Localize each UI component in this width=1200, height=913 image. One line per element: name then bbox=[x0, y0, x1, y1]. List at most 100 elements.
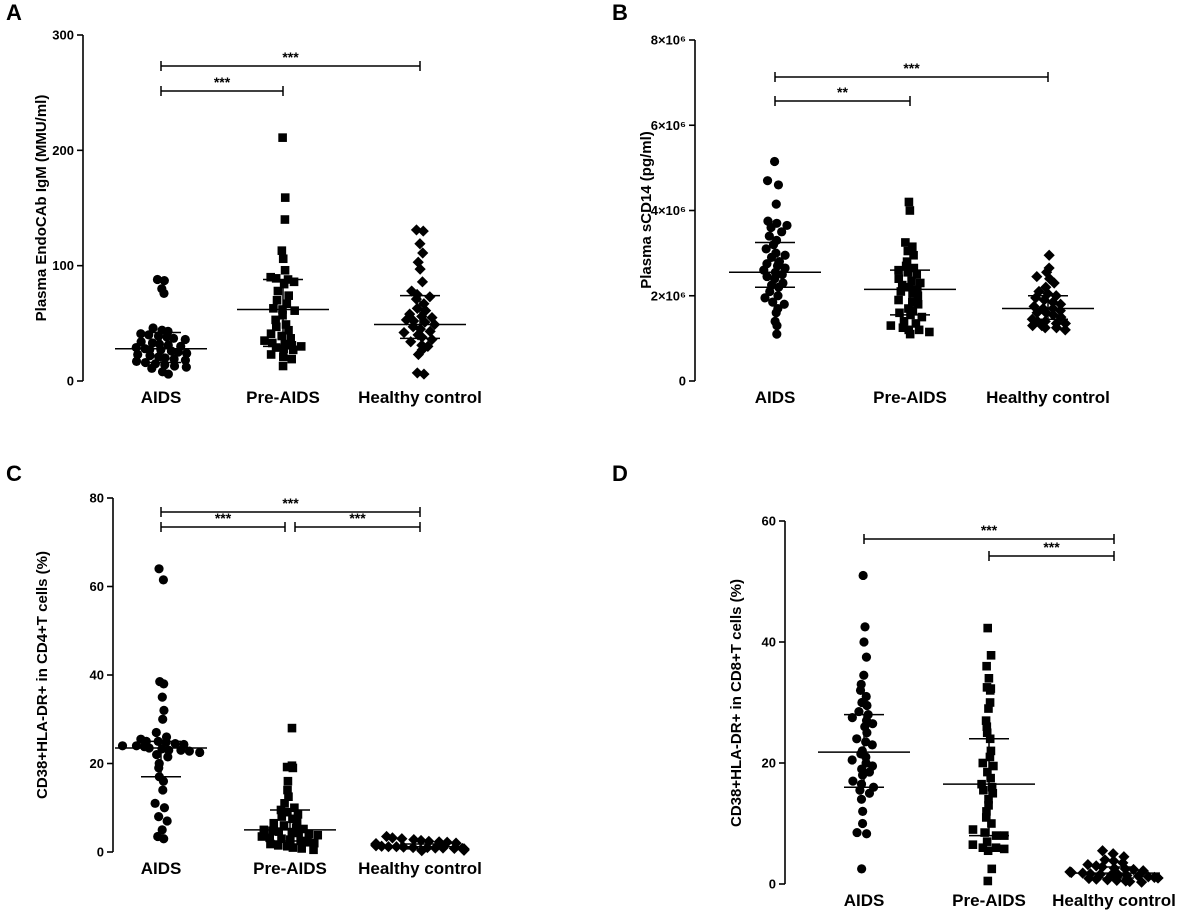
data-point bbox=[289, 277, 299, 287]
data-point bbox=[273, 286, 283, 296]
data-point bbox=[269, 818, 279, 828]
x-category-label: AIDS bbox=[141, 388, 182, 407]
data-point bbox=[416, 276, 429, 288]
data-point bbox=[168, 333, 179, 343]
data-point bbox=[983, 767, 992, 777]
data-point bbox=[280, 215, 290, 224]
data-point bbox=[416, 845, 428, 857]
data-point bbox=[154, 812, 164, 822]
data-point bbox=[287, 354, 296, 364]
data-point bbox=[284, 792, 293, 801]
data-point bbox=[290, 803, 299, 813]
data-point bbox=[1050, 322, 1063, 334]
data-point bbox=[271, 322, 281, 332]
data-point bbox=[290, 306, 299, 315]
data-point bbox=[982, 728, 992, 738]
panel-letter: A bbox=[6, 0, 22, 25]
panel-d: D 0 20 40 60 CD38+HLA-DR+ in CD8+T cells (%) A… bbox=[612, 461, 1176, 910]
data-point bbox=[283, 776, 293, 786]
y-tick-label: 300 bbox=[52, 28, 74, 43]
data-point bbox=[859, 670, 869, 680]
data-point bbox=[407, 841, 419, 854]
data-point bbox=[266, 839, 275, 849]
data-point bbox=[780, 250, 790, 260]
data-point bbox=[989, 761, 998, 771]
data-point bbox=[313, 830, 323, 840]
data-point bbox=[278, 361, 288, 371]
data-point bbox=[370, 840, 382, 852]
data-point bbox=[282, 841, 292, 851]
data-point bbox=[426, 311, 438, 324]
panel-letter: D bbox=[612, 461, 628, 486]
x-category-label: Healthy control bbox=[986, 388, 1110, 407]
data-point bbox=[915, 278, 925, 288]
data-point bbox=[309, 838, 319, 848]
data-point bbox=[131, 342, 141, 353]
data-point bbox=[1135, 876, 1148, 888]
data-point bbox=[195, 747, 205, 758]
series-aids bbox=[818, 570, 910, 874]
data-point bbox=[855, 685, 866, 696]
panel-c: C 0 20 40 60 80 CD38+HLA-DR+ in CD4+T cells (%… bbox=[6, 461, 482, 878]
y-tick-label: 100 bbox=[52, 258, 74, 273]
data-point bbox=[982, 837, 992, 846]
data-point bbox=[287, 827, 297, 837]
data-point bbox=[856, 794, 867, 804]
data-point bbox=[380, 830, 393, 843]
data-point bbox=[1083, 872, 1095, 885]
series-healthy-control bbox=[370, 830, 470, 857]
data-point bbox=[280, 339, 290, 349]
data-point bbox=[414, 238, 426, 250]
data-point bbox=[152, 750, 162, 760]
data-point bbox=[159, 276, 169, 286]
data-point bbox=[415, 834, 427, 847]
data-point bbox=[904, 282, 914, 292]
significance-label: *** bbox=[215, 510, 232, 526]
data-point bbox=[398, 326, 410, 339]
data-point bbox=[448, 842, 460, 855]
data-point bbox=[897, 280, 907, 290]
data-point bbox=[986, 746, 996, 756]
data-point bbox=[1090, 873, 1102, 885]
data-point bbox=[163, 369, 173, 379]
x-category-label: Pre-AIDS bbox=[873, 388, 947, 407]
data-point bbox=[860, 622, 870, 632]
data-point bbox=[1039, 322, 1051, 334]
data-point bbox=[159, 834, 169, 844]
data-point bbox=[914, 325, 924, 335]
data-point bbox=[908, 297, 917, 307]
data-point bbox=[896, 287, 906, 296]
data-point bbox=[1059, 317, 1071, 330]
significance-bracket: *** bbox=[988, 539, 1115, 561]
data-point bbox=[1142, 871, 1154, 883]
data-point bbox=[978, 843, 988, 852]
series-healthy-control bbox=[374, 224, 466, 380]
y-tick-label: 6×10⁶ bbox=[651, 118, 686, 133]
data-point bbox=[277, 331, 287, 341]
y-tick-label: 8×10⁶ bbox=[651, 33, 686, 48]
significance-label: *** bbox=[903, 60, 920, 76]
data-point bbox=[411, 367, 423, 379]
data-point bbox=[911, 319, 921, 328]
data-point bbox=[771, 308, 781, 318]
data-point bbox=[429, 842, 441, 854]
data-point bbox=[184, 746, 194, 756]
data-point bbox=[133, 349, 143, 360]
data-point bbox=[908, 242, 917, 252]
panel-a: A 0 100 200 300 Plasma EndoCAb IgM (MMU/ml) AI… bbox=[6, 0, 482, 407]
significance-bracket: *** bbox=[160, 510, 286, 532]
significance-bracket: *** bbox=[160, 49, 421, 71]
data-point bbox=[1033, 285, 1045, 298]
data-point bbox=[985, 752, 995, 762]
data-point bbox=[266, 272, 276, 282]
data-point bbox=[982, 722, 992, 731]
data-point bbox=[968, 840, 978, 849]
data-point bbox=[279, 352, 288, 362]
significance-label: *** bbox=[981, 522, 998, 538]
data-point bbox=[894, 295, 903, 305]
data-point bbox=[987, 819, 996, 828]
data-point bbox=[416, 344, 428, 356]
data-point bbox=[304, 830, 314, 839]
data-point bbox=[418, 298, 430, 310]
